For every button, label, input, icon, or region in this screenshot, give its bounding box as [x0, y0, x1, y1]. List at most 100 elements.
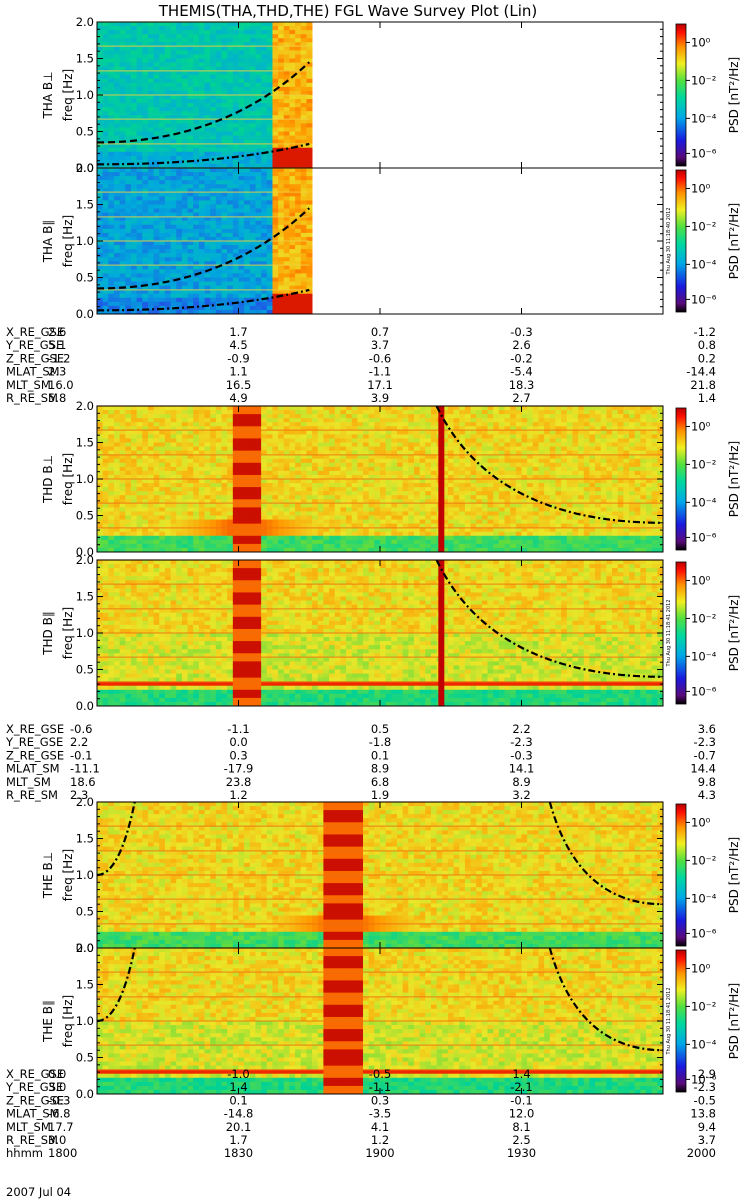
colorbar: 10⁰ 10⁻² 10⁻⁴ 10⁻⁶ PSD [nT²/Hz] [675, 23, 741, 167]
ephemeris-value: 12.0 [509, 1107, 535, 1121]
spike-band [438, 560, 445, 706]
y-tick-label: 2.0 [76, 399, 94, 413]
ephemeris-value: -2.1 [510, 1080, 532, 1094]
y-tick-label: 1.0 [76, 234, 94, 248]
y-tick-label: 2.0 [76, 941, 94, 955]
ephemeris-value: -0.5 [694, 1093, 716, 1107]
ephemeris-row-name: Y_RE_GSE [5, 735, 63, 749]
colorbar-tick-label: 10⁰ [691, 181, 711, 195]
ephemeris-value: 2.3 [48, 365, 66, 379]
colorbar: 10⁰ 10⁻² 10⁻⁴ 10⁻⁶ PSD [nT²/Hz] [675, 803, 741, 947]
model-curve [548, 801, 664, 906]
spectrogram-panel: 0.0 0.5 1.0 1.5 2.0 THE B⊥ freq [Hz] 10⁰ 10⁻² 10⁻… [41, 795, 741, 955]
spectrogram-panel: 0.0 0.5 1.0 1.5 2.0 THD B⊥ freq [Hz] 10⁰ 10⁻² 10⁻… [41, 399, 741, 559]
ephemeris-value: 1.2 [371, 1133, 389, 1147]
model-curve [96, 61, 311, 144]
model-curve [96, 801, 136, 877]
ephemeris-value: -1.8 [369, 735, 391, 749]
ephemeris-value: -0.3 [510, 748, 532, 762]
colorbar-tick-label: 10⁻² [691, 73, 716, 87]
ephemeris-value: 14.4 [690, 762, 716, 776]
ephemeris-value: -0.5 [369, 1067, 391, 1081]
ephemeris-value: 17.1 [367, 378, 393, 392]
ephemeris-row-name: X_RE_GSE [6, 722, 64, 736]
colorbar-tick-label: 10⁻² [691, 999, 716, 1013]
spectrogram-panel: 0.0 0.5 1.0 1.5 2.0 THA B∥ freq [Hz] 10⁰ 10⁻² 10⁻… [41, 161, 741, 321]
ephemeris-value: -3.5 [369, 1107, 391, 1121]
ephemeris-value: -0.3 [48, 1093, 70, 1107]
y-tick-label: 0.0 [76, 1087, 94, 1101]
y-tick-label: 0.5 [76, 663, 94, 677]
ephemeris-row-name: X_RE_GSE [6, 1067, 64, 1081]
ephemeris-value: 1.4 [512, 1067, 530, 1081]
spike-band [438, 406, 445, 552]
ephemeris-value: 3.6 [698, 722, 716, 736]
y-tick-label: 0.5 [76, 271, 94, 285]
timestamp-stamp: Thu Aug 30 11:18:40 2012 [666, 207, 672, 275]
ephemeris-row-name: Z_RE_GSE [6, 351, 64, 365]
colorbar-tick-label: 10⁻² [691, 611, 716, 625]
y-tick-label: 0.0 [76, 161, 94, 175]
ephemeris-value: -0.9 [227, 351, 249, 365]
colorbar-tick-label: 10⁻⁶ [691, 146, 717, 160]
ephemeris-value: 3.7 [371, 338, 389, 352]
timestamp-stamp: Thu Aug 30 11:18:41 2012 [666, 599, 672, 667]
ephemeris-row-name: R_RE_SM [6, 788, 58, 802]
y-tick-label: 0.5 [76, 905, 94, 919]
ephemeris-value: 1900 [365, 1146, 394, 1160]
colorbar-tick-label: 10⁻⁶ [691, 926, 717, 940]
ephemeris-row-name: MLAT_SM [6, 1107, 60, 1121]
ephemeris-value: 2.3 [70, 788, 88, 802]
ephemeris-value: 8.9 [371, 762, 389, 776]
ephemeris-value: -0.6 [369, 351, 391, 365]
colorbar-label: PSD [nT²/Hz] [727, 441, 741, 517]
ephemeris-row-name: Z_RE_GSE [6, 748, 64, 762]
ephemeris-row-name: R_RE_SM [6, 1133, 58, 1147]
ephemeris-value: 13.8 [690, 1107, 716, 1121]
panel-freq-label: freq [Hz] [61, 607, 75, 659]
colorbar-tick-label: 10⁰ [691, 573, 711, 587]
ephemeris-value: 3.0 [48, 1133, 66, 1147]
ephemeris-row-name: Y_RE_GSE [5, 338, 63, 352]
timestamp-stamp: Thu Aug 30 11:18:41 2012 [666, 987, 672, 1055]
spectrogram-cells [97, 22, 313, 169]
y-tick-label: 1.0 [76, 868, 94, 882]
colorbar-tick-label: 10⁰ [691, 961, 711, 975]
y-tick-label: 0.0 [76, 545, 94, 559]
ephemeris-value: 4.1 [371, 1120, 389, 1134]
ephemeris-row-name: MLT_SM [6, 1120, 51, 1134]
ephemeris-value: 1.4 [698, 391, 716, 405]
ephemeris-value: 1.9 [371, 788, 389, 802]
spectrogram-cells [97, 948, 664, 1095]
ephemeris-row-name: MLT_SM [6, 378, 51, 392]
ephemeris-value: 0.2 [698, 351, 716, 365]
colorbar-tick-label: 10⁻⁴ [691, 495, 717, 509]
ephemeris-value: 18.3 [509, 378, 535, 392]
ephemeris-value: 2.5 [512, 1133, 530, 1147]
y-tick-label: 2.0 [76, 15, 94, 29]
ephemeris-value: -1.2 [694, 325, 716, 339]
ephemeris-value: 4.5 [229, 338, 247, 352]
ephemeris-value: -1.1 [227, 722, 249, 736]
panel-freq-label: freq [Hz] [61, 995, 75, 1047]
ephemeris-value: -0.2 [510, 351, 532, 365]
ephemeris-value: 1.7 [229, 1133, 247, 1147]
model-curve [96, 207, 311, 290]
ephemeris-value: -14.8 [224, 1107, 254, 1121]
y-tick-label: 1.0 [76, 626, 94, 640]
colorbar-tick-label: 10⁻⁴ [691, 1037, 717, 1051]
ephemeris-value: 18.6 [70, 775, 96, 789]
ephemeris-value: -17.9 [224, 762, 254, 776]
ephemeris-value: 6.8 [371, 775, 389, 789]
panel-probe-label: THE B⊥ [41, 852, 55, 899]
model-curve [96, 288, 310, 312]
ephemeris-value: 2.2 [70, 735, 88, 749]
ephemeris-value: -6.8 [48, 1107, 70, 1121]
ephemeris-value: 1.4 [229, 1080, 247, 1094]
ephemeris-value: 1830 [224, 1146, 253, 1160]
colorbar-label: PSD [nT²/Hz] [727, 57, 741, 133]
ephemeris-table: X_RE_GSE -0.6 -1.1 0.5 2.2 3.6 Y_RE_GSE 2.2 0.0 -… [5, 722, 716, 802]
ephemeris-value: -0.3 [510, 325, 532, 339]
ephemeris-value: 4.3 [698, 788, 716, 802]
